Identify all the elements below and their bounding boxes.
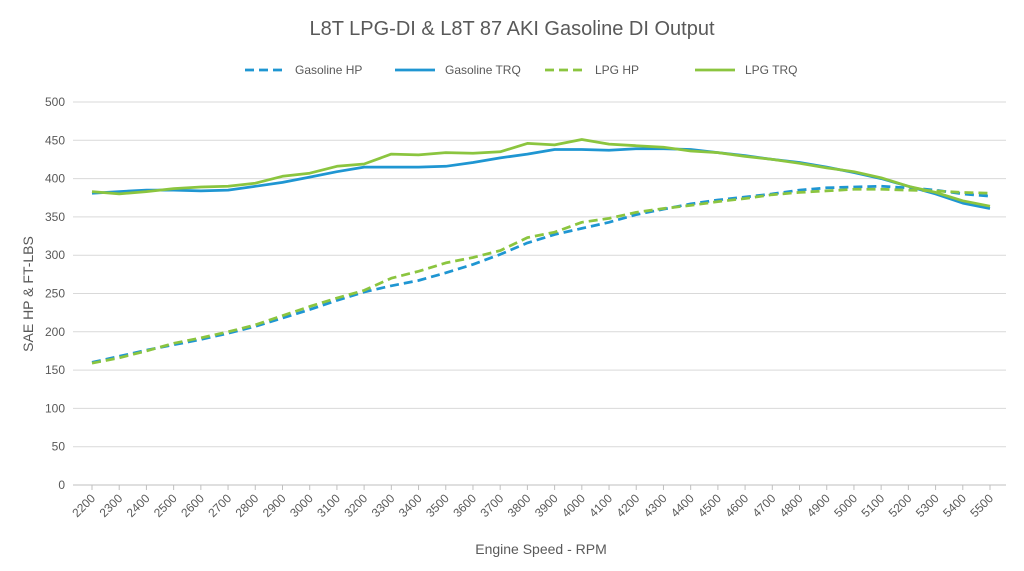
x-tick-label: 2400 xyxy=(124,491,153,520)
x-tick-label: 2800 xyxy=(233,491,262,520)
x-tick-label: 5300 xyxy=(913,491,942,520)
y-tick-labels: 0 50 100 150 200 250 300 350 400 450 500 xyxy=(45,95,65,492)
y-tick-label: 100 xyxy=(45,401,65,415)
legend-label: LPG HP xyxy=(595,63,639,77)
gridlines xyxy=(73,101,1006,486)
x-tick-label: 4400 xyxy=(668,491,697,520)
y-tick-label: 450 xyxy=(45,133,65,147)
legend: Gasoline HP Gasoline TRQ LPG HP LPG TRQ xyxy=(245,63,797,77)
x-tick-label: 3000 xyxy=(287,491,316,520)
x-tick-label: 2500 xyxy=(151,491,180,520)
x-axis-label: Engine Speed - RPM xyxy=(475,541,607,557)
x-tick-label: 3500 xyxy=(423,491,452,520)
legend-label: Gasoline TRQ xyxy=(445,63,521,77)
y-tick-label: 50 xyxy=(52,440,66,454)
x-tick-label: 4500 xyxy=(695,491,724,520)
y-tick-label: 500 xyxy=(45,95,65,109)
series-lines xyxy=(91,138,991,365)
x-tick-label: 3100 xyxy=(314,491,343,520)
legend-label: Gasoline HP xyxy=(295,63,362,77)
chart-title: L8T LPG-DI & L8T 87 AKI Gasoline DI Outp… xyxy=(309,18,714,40)
x-tick-label: 2200 xyxy=(69,491,98,520)
x-tick-label: 5500 xyxy=(967,491,996,520)
series-line-lpg-hp xyxy=(91,187,991,365)
series-line-gasoline-hp xyxy=(91,184,991,364)
x-tick-label: 3400 xyxy=(396,491,425,520)
x-tick-label: 2300 xyxy=(97,491,126,520)
y-tick-label: 250 xyxy=(45,287,65,301)
y-tick-label: 300 xyxy=(45,248,65,262)
x-tick-labels: 2200230024002500260027002800290030003100… xyxy=(69,485,996,520)
x-tick-label: 4300 xyxy=(641,491,670,520)
y-tick-label: 400 xyxy=(45,172,65,186)
x-tick-label: 3700 xyxy=(478,491,507,520)
x-tick-label: 4900 xyxy=(804,491,833,520)
x-tick-label: 3600 xyxy=(450,491,479,520)
x-tick-label: 3300 xyxy=(369,491,398,520)
x-tick-label: 4700 xyxy=(750,491,779,520)
x-tick-label: 3900 xyxy=(532,491,561,520)
x-tick-label: 5100 xyxy=(858,491,887,520)
x-tick-label: 4600 xyxy=(722,491,751,520)
x-tick-label: 2900 xyxy=(260,491,289,520)
y-tick-label: 350 xyxy=(45,210,65,224)
y-tick-label: 150 xyxy=(45,363,65,377)
x-tick-label: 5000 xyxy=(831,491,860,520)
x-tick-label: 5200 xyxy=(886,491,915,520)
x-tick-label: 4100 xyxy=(586,491,615,520)
y-axis-label: SAE HP & FT-LBS xyxy=(20,236,36,352)
x-tick-label: 4800 xyxy=(777,491,806,520)
x-tick-label: 2700 xyxy=(205,491,234,520)
y-tick-label: 200 xyxy=(45,325,65,339)
x-tick-label: 4000 xyxy=(559,491,588,520)
y-tick-label: 0 xyxy=(58,478,65,492)
x-tick-label: 2600 xyxy=(178,491,207,520)
x-tick-label: 5400 xyxy=(940,491,969,520)
x-tick-label: 3800 xyxy=(505,491,534,520)
x-tick-label: 3200 xyxy=(341,491,370,520)
x-tick-label: 4200 xyxy=(614,491,643,520)
series-line-lpg-trq xyxy=(91,138,991,208)
legend-label: LPG TRQ xyxy=(745,63,797,77)
